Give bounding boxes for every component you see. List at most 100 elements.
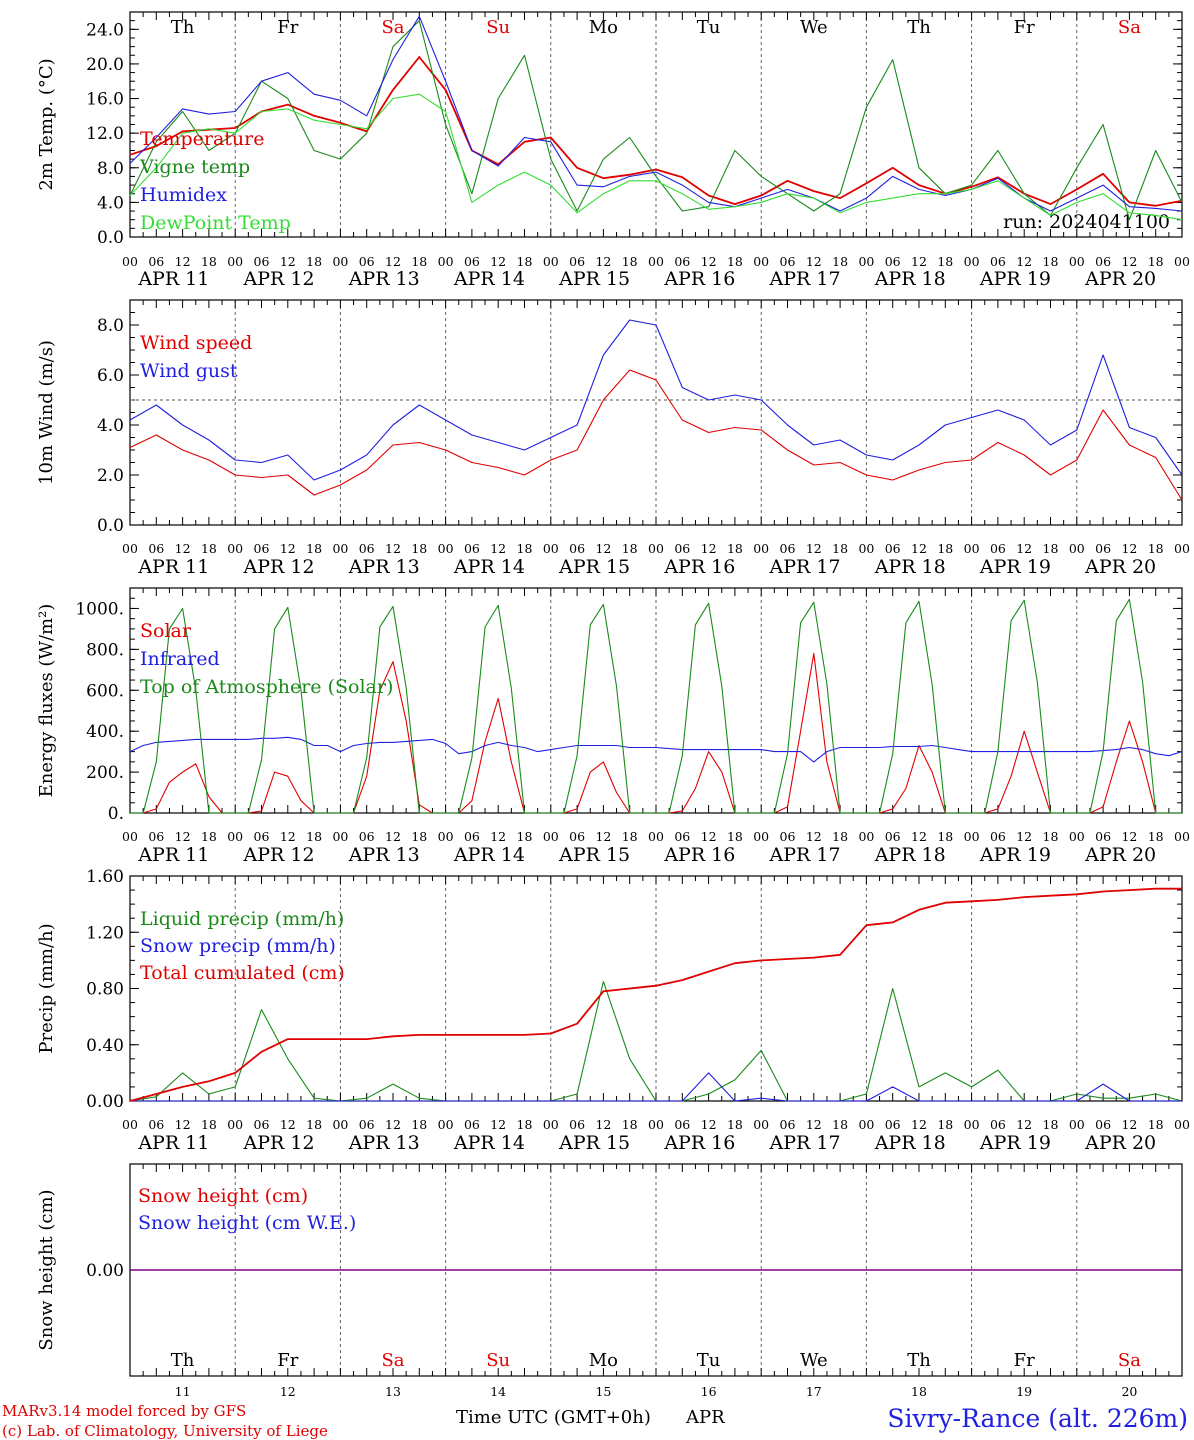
hour-tick-label: 18 [622, 1117, 638, 1132]
hour-tick-label: 12 [911, 829, 927, 844]
hour-tick-label: 06 [885, 829, 901, 844]
hour-tick-label: 12 [595, 829, 611, 844]
hour-tick-label: 06 [780, 829, 796, 844]
series-line-1 [129, 56, 1183, 207]
hour-tick-label: 00 [543, 541, 559, 556]
hour-tick-label: 12 [806, 541, 822, 556]
hour-tick-label: 12 [280, 829, 296, 844]
day-number-label: 14 [490, 1384, 506, 1399]
hour-tick-label: 00 [438, 1117, 454, 1132]
legend-entry: Total cumulated (cm) [140, 962, 345, 984]
hour-tick-label: 12 [280, 254, 296, 269]
hour-tick-label: 18 [201, 254, 217, 269]
day-number-label: 13 [385, 1384, 401, 1399]
hour-tick-label: 06 [359, 829, 375, 844]
hour-tick-label: 00 [227, 829, 243, 844]
hour-tick-label: 12 [1016, 254, 1032, 269]
hour-tick-label: 12 [1016, 541, 1032, 556]
weekday-label: Mo [589, 17, 618, 38]
y-tick-label: 0.40 [86, 1036, 124, 1056]
hour-tick-label: 00 [227, 254, 243, 269]
date-label: APR 15 [558, 844, 630, 866]
weekday-label: Mo [589, 1350, 618, 1371]
hour-tick-label: 00 [122, 1117, 138, 1132]
date-label: APR 13 [348, 556, 420, 578]
date-label: APR 19 [979, 268, 1051, 290]
y-axis-label: Precip (mm/h) [36, 923, 57, 1053]
hour-tick-label: 00 [858, 254, 874, 269]
hour-tick-label: 00 [122, 541, 138, 556]
hour-tick-label: 06 [990, 541, 1006, 556]
weekday-label: Tu [697, 1350, 721, 1371]
hour-tick-label: 18 [1148, 1117, 1164, 1132]
weekday-label: Fr [277, 1350, 298, 1371]
date-label: APR 20 [1084, 1132, 1156, 1154]
hour-tick-label: 00 [858, 541, 874, 556]
hour-tick-label: 12 [911, 541, 927, 556]
date-label: APR 14 [453, 268, 525, 290]
day-number-label: 11 [175, 1384, 191, 1399]
series-line-2 [129, 736, 1183, 763]
y-axis-label: 10m Wind (m/s) [36, 340, 57, 485]
day-number-label: 18 [911, 1384, 927, 1399]
hour-tick-label: 12 [1121, 254, 1137, 269]
hour-tick-label: 18 [306, 254, 322, 269]
y-tick-label: 6.0 [97, 366, 124, 386]
hour-tick-label: 12 [175, 254, 191, 269]
hour-tick-label: 18 [832, 1117, 848, 1132]
day-number-label: 17 [806, 1384, 822, 1399]
y-tick-label: 16.0 [86, 90, 124, 110]
weekday-label: Sa [381, 17, 404, 38]
panel-frame [129, 587, 1183, 814]
hour-tick-label: 00 [1174, 1117, 1190, 1132]
hour-tick-label: 06 [569, 541, 585, 556]
date-label: APR 18 [874, 1132, 946, 1154]
hour-tick-label: 18 [1043, 541, 1059, 556]
date-label: APR 15 [558, 268, 630, 290]
hour-tick-label: 00 [332, 254, 348, 269]
footer-lab-credit: (c) Lab. of Climatology, University of L… [2, 1422, 328, 1440]
hour-tick-label: 06 [885, 1117, 901, 1132]
hour-tick-label: 00 [964, 254, 980, 269]
date-label: APR 16 [663, 844, 735, 866]
hour-tick-label: 12 [701, 254, 717, 269]
y-tick-label: 24.0 [86, 20, 124, 40]
day-number-label: 15 [595, 1384, 611, 1399]
hour-tick-label: 00 [753, 254, 769, 269]
hour-tick-label: 12 [595, 254, 611, 269]
day-number-label: 12 [280, 1384, 296, 1399]
hour-tick-label: 18 [1043, 829, 1059, 844]
hour-tick-label: 06 [359, 1117, 375, 1132]
hour-tick-label: 18 [1148, 254, 1164, 269]
hour-tick-label: 00 [122, 254, 138, 269]
y-tick-label: 0.80 [86, 980, 124, 1000]
hour-tick-label: 00 [1174, 254, 1190, 269]
hour-tick-label: 00 [227, 541, 243, 556]
hour-tick-label: 00 [648, 254, 664, 269]
series-line-2 [129, 319, 1183, 481]
hour-tick-label: 12 [385, 829, 401, 844]
hour-tick-label: 12 [595, 1117, 611, 1132]
hour-tick-label: 00 [858, 829, 874, 844]
hour-tick-label: 00 [438, 254, 454, 269]
series-line-3 [129, 887, 1182, 1102]
hour-tick-label: 06 [148, 254, 164, 269]
weekday-label: Th [907, 1350, 931, 1371]
hour-tick-label: 00 [1069, 254, 1085, 269]
hour-tick-label: 18 [727, 829, 743, 844]
hour-tick-label: 18 [201, 829, 217, 844]
hour-tick-label: 06 [464, 1117, 480, 1132]
hour-tick-label: 18 [411, 1117, 427, 1132]
hour-tick-label: 12 [175, 541, 191, 556]
weekday-label: Sa [1118, 17, 1141, 38]
date-label: APR 18 [874, 556, 946, 578]
y-tick-label: 1.20 [86, 923, 124, 943]
series-line-3 [129, 15, 1183, 212]
hour-tick-label: 18 [622, 829, 638, 844]
date-label: APR 12 [243, 556, 315, 578]
y-tick-label: 2.0 [97, 466, 124, 486]
